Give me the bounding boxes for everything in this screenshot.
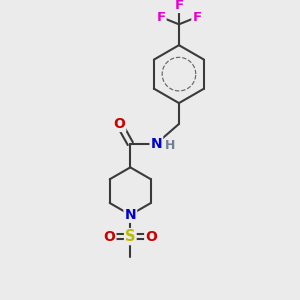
- Text: N: N: [151, 136, 162, 151]
- Text: F: F: [156, 11, 166, 24]
- Text: F: F: [174, 0, 184, 12]
- Text: F: F: [192, 11, 202, 24]
- Text: O: O: [103, 230, 116, 244]
- Text: S: S: [125, 229, 136, 244]
- Text: H: H: [165, 139, 175, 152]
- Text: O: O: [113, 117, 125, 131]
- Text: O: O: [145, 230, 157, 244]
- Text: N: N: [124, 208, 136, 222]
